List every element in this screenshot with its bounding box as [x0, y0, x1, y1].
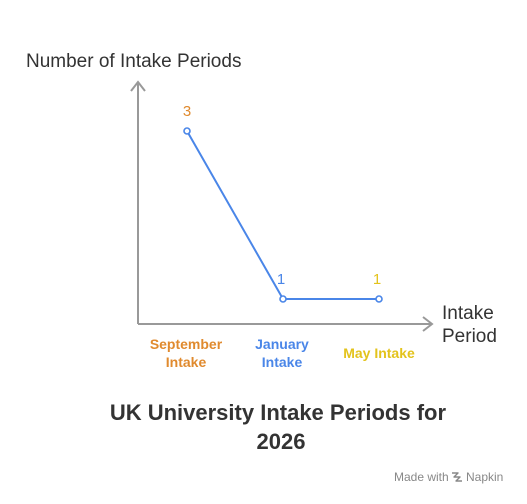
axes	[130, 80, 434, 332]
y-axis-label: Number of Intake Periods	[26, 51, 241, 72]
x-axis-label-line-1: Intake	[442, 303, 494, 324]
x-axis-label-line-2: Period	[442, 326, 497, 347]
chart-title: UK University Intake Periods for 2026	[110, 400, 452, 454]
data-label-0: 3	[183, 103, 191, 120]
x-axis-label: Intake Period	[442, 303, 499, 347]
category-label-2: May Intake	[343, 345, 415, 361]
data-point-0	[183, 127, 191, 135]
chart-title-line-1: UK University Intake Periods for	[110, 400, 447, 425]
category-label-1: January Intake	[255, 336, 309, 370]
chart-title-line-2: 2026	[257, 429, 306, 454]
napkin-logo-icon	[452, 472, 462, 482]
data-point-2	[375, 295, 383, 303]
made-with-text: Made with	[394, 470, 449, 484]
napkin-brand-text: Napkin	[466, 470, 503, 484]
data-point-1	[279, 295, 287, 303]
made-with-napkin: Made with Napkin	[394, 470, 503, 484]
category-label-0: September Intake	[150, 336, 223, 370]
data-label-1: 1	[277, 271, 285, 288]
data-labels: 3 1 1	[183, 103, 381, 288]
data-label-2: 1	[373, 271, 381, 288]
category-labels: September Intake January Intake May Intake	[150, 336, 415, 370]
x-axis-arrow	[422, 316, 434, 332]
data-points	[183, 127, 383, 303]
y-axis-arrow	[130, 80, 146, 92]
